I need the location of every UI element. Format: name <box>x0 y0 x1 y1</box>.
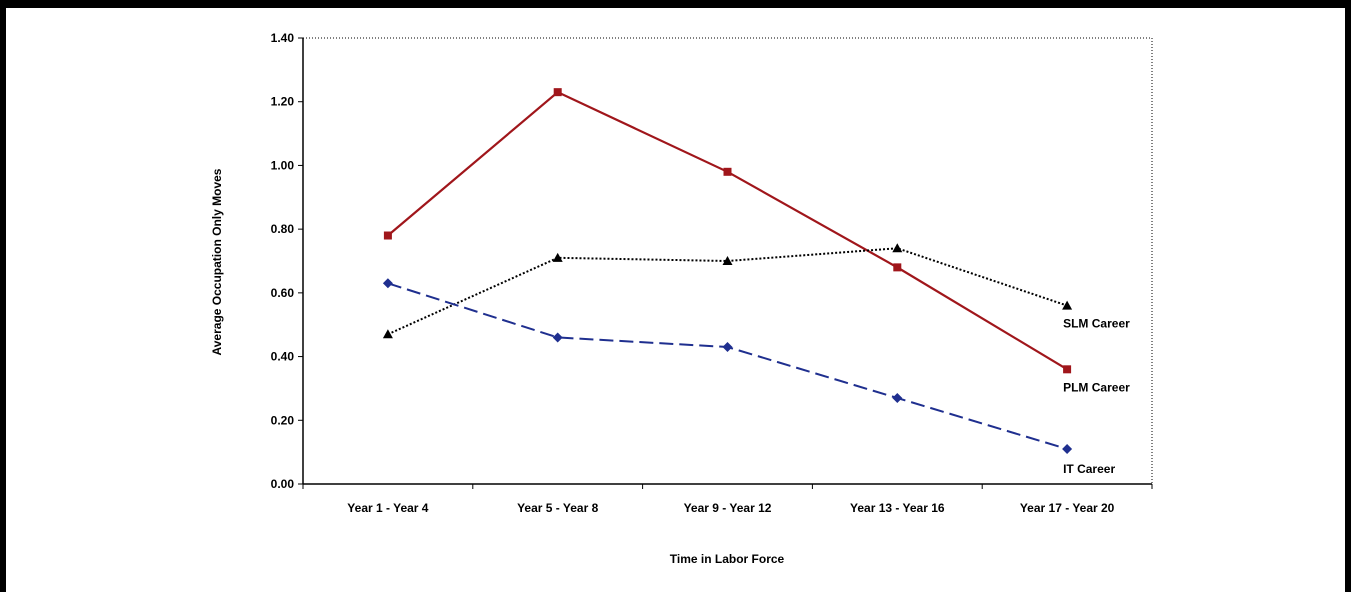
it-career-label: IT Career <box>1063 462 1115 476</box>
y-tick-label: 0.60 <box>271 286 295 300</box>
series-layer <box>382 88 1073 454</box>
it-career-point <box>382 278 393 289</box>
y-tick-label: 1.00 <box>271 158 295 172</box>
x-tick-label: Year 9 - Year 12 <box>684 501 772 515</box>
y-tick-label: 0.20 <box>271 413 295 427</box>
it-career-point <box>892 392 903 403</box>
slm-career-point <box>892 243 903 253</box>
x-tick-label: Year 5 - Year 8 <box>517 501 599 515</box>
y-tick-label: 0.40 <box>271 350 295 364</box>
plm-career-label: PLM Career <box>1063 380 1130 394</box>
slm-career-label: SLM Career <box>1063 317 1130 331</box>
slm-career-point <box>722 256 733 265</box>
x-axis-title: Time in Labor Force <box>670 552 785 566</box>
plm-career-line <box>387 90 1068 371</box>
it-career-point <box>552 332 563 343</box>
it-career-point <box>722 342 733 353</box>
slm-career-point <box>552 252 563 262</box>
slm-career-point <box>382 329 393 339</box>
series-labels: PLM Career SLM Career IT Career <box>1063 317 1130 476</box>
y-tick-label: 1.20 <box>271 95 295 109</box>
x-tick-label: Year 1 - Year 4 <box>347 501 429 515</box>
plm-career-point <box>723 167 732 176</box>
x-tick-label: Year 13 - Year 16 <box>850 501 945 515</box>
plot-area <box>302 37 1153 485</box>
x-tick-group: Year 1 - Year 4 Year 5 - Year 8 Year 9 - Y… <box>302 484 1153 515</box>
plm-career-point <box>553 88 562 97</box>
plm-career-point <box>1063 365 1072 374</box>
it-career-point <box>1062 443 1073 454</box>
y-tick-group: 0.00 0.20 0.40 0.60 0.80 1.00 1.20 1.40 <box>271 31 303 491</box>
slm-career-point <box>1062 300 1073 310</box>
y-tick-label: 0.00 <box>271 477 295 491</box>
y-tick-label: 0.80 <box>271 222 295 236</box>
x-tick-label: Year 17 - Year 20 <box>1020 501 1115 515</box>
plm-career-point <box>893 263 902 272</box>
plm-career-point <box>383 231 392 240</box>
y-tick-label: 1.40 <box>271 31 295 45</box>
y-axis-title: Average Occupation Only Moves <box>210 168 224 355</box>
